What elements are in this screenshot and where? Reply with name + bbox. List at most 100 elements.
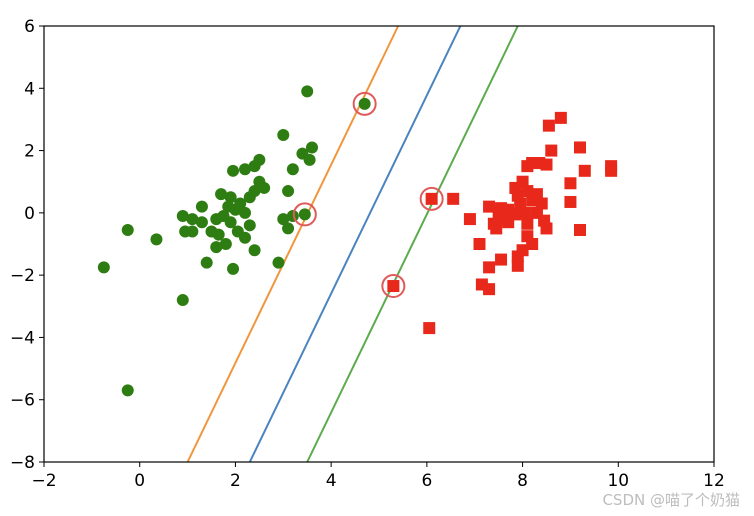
y-tick-label: −8 (10, 453, 35, 473)
data-point-circle (176, 209, 189, 222)
y-tick-label: 0 (24, 204, 35, 224)
data-point-square (574, 141, 586, 154)
data-point-circle (248, 244, 261, 257)
data-point-square (542, 119, 555, 132)
data-point-circle (239, 206, 251, 219)
data-point-square (387, 280, 400, 293)
highlight-circle (352, 91, 377, 116)
data-point-square (483, 200, 496, 213)
x-tick-label: 2 (230, 471, 241, 491)
data-point-square (564, 195, 577, 208)
data-point-square (540, 222, 553, 235)
data-point-square (483, 283, 496, 296)
data-point-circle (282, 222, 295, 235)
y-tick-label: 4 (24, 79, 35, 99)
x-tick-label: 0 (134, 471, 145, 491)
data-point-circle (97, 261, 110, 274)
data-point-circle (272, 256, 285, 269)
data-point-circle (212, 228, 225, 241)
data-point-circle (215, 188, 228, 201)
data-point-circle (282, 185, 295, 198)
y-tick-label: 6 (24, 17, 35, 37)
data-point-square (564, 177, 577, 190)
data-point-circle (195, 200, 208, 213)
watermark: CSDN @喵了个奶猫 (602, 491, 740, 509)
y-tick-label: 2 (24, 142, 35, 162)
data-point-square (514, 197, 527, 210)
data-point-circle (195, 216, 208, 229)
x-tick-label: 12 (703, 471, 725, 491)
data-point-square (574, 223, 586, 236)
data-point-square (425, 192, 438, 205)
data-point-circle (286, 163, 299, 176)
data-point-square (511, 259, 524, 272)
data-point-circle (277, 129, 290, 141)
data-point-circle (224, 191, 237, 204)
data-point-circle (121, 384, 134, 397)
data-point-circle (239, 231, 251, 244)
axis-ticks: −2 0 2 4 6 8 10 12 −8 −6 −4 −2 0 2 4 6 (10, 17, 725, 491)
data-point-circle (227, 262, 240, 275)
data-point-circle (186, 213, 199, 226)
data-point-circle (210, 241, 223, 254)
x-tick-label: 10 (607, 471, 629, 491)
y-tick-label: −2 (10, 266, 35, 286)
data-point-circle (200, 256, 213, 269)
highlight-circle (292, 202, 317, 227)
data-point-circle (303, 153, 316, 166)
data-point-square (509, 208, 522, 221)
data-point-circle (176, 294, 189, 307)
data-point-square (463, 213, 476, 226)
data-point-square (545, 144, 558, 157)
data-point-circle (301, 85, 314, 98)
x-tick-label: −2 (31, 471, 56, 491)
data-point-circle (219, 238, 232, 250)
data-point-square (526, 194, 539, 207)
data-point-circle (150, 233, 163, 246)
data-point-square (502, 216, 515, 229)
data-point-square (473, 238, 486, 250)
data-point-circle (277, 213, 290, 226)
data-point-square (509, 181, 522, 194)
data-point-circle (243, 191, 256, 204)
data-point-square (521, 185, 534, 198)
highlight-circle (381, 274, 406, 299)
x-tick-label: 8 (517, 471, 528, 491)
data-point-circle (306, 141, 318, 154)
data-point-circle (121, 223, 134, 236)
data-point-circle (258, 181, 271, 194)
data-point-square (447, 192, 460, 205)
data-point-square (511, 250, 524, 263)
data-point-circle (210, 213, 223, 226)
data-point-circle (358, 97, 371, 110)
support-vector-circles (292, 91, 444, 299)
x-tick-label: 4 (326, 471, 337, 491)
data-point-square (518, 206, 531, 219)
decision-lines (186, 26, 519, 462)
y-tick-label: −6 (10, 391, 35, 411)
data-point-circle (298, 208, 311, 221)
data-point-circle (243, 219, 256, 232)
data-point-square (605, 164, 618, 177)
data-point-circle (239, 163, 251, 176)
data-point-square (540, 158, 553, 171)
highlight-circle (419, 186, 444, 211)
data-points (97, 85, 618, 397)
line-2 (248, 26, 462, 462)
data-point-square (423, 322, 436, 335)
data-point-square (526, 238, 539, 250)
data-point-square (495, 253, 508, 266)
data-point-circle (179, 225, 192, 238)
data-point-circle (227, 164, 240, 177)
data-point-square (521, 160, 534, 173)
axes-frame (43, 25, 715, 463)
data-point-square (490, 222, 503, 235)
x-tick-label: 6 (421, 471, 432, 491)
data-point-square (535, 197, 548, 210)
data-point-circle (222, 200, 235, 213)
data-point-square (521, 217, 534, 230)
data-point-square (578, 164, 591, 177)
data-point-square (554, 111, 567, 124)
line-3 (306, 26, 519, 462)
